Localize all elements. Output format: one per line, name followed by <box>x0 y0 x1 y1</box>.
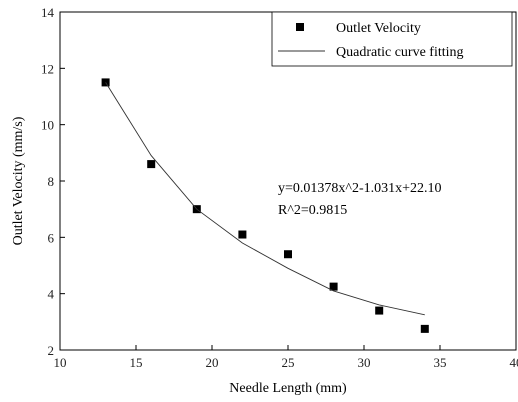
data-point <box>147 160 156 169</box>
y-tick-label: 4 <box>48 287 55 302</box>
legend-box <box>271 11 513 67</box>
annotation: y=0.01378x^2-1.031x+22.10 <box>278 181 442 196</box>
y-tick-label: 12 <box>41 61 54 76</box>
x-tick-label: 20 <box>206 355 219 370</box>
y-tick-label: 2 <box>48 343 55 358</box>
x-tick-label: 25 <box>282 355 295 370</box>
x-tick-label: 35 <box>434 355 447 370</box>
x-tick-label: 30 <box>358 355 371 370</box>
legend-label: Quadratic curve fitting <box>336 45 464 60</box>
legend-label: Outlet Velocity <box>336 21 421 36</box>
legend-marker <box>296 23 304 31</box>
x-tick-label: 15 <box>130 355 143 370</box>
y-tick-label: 6 <box>48 230 55 245</box>
x-axis-label: Needle Length (mm) <box>229 381 347 396</box>
annotation: R^2=0.9815 <box>278 203 347 218</box>
y-tick-label: 8 <box>48 174 55 189</box>
y-tick-label: 14 <box>41 5 55 20</box>
y-axis-label: Outlet Velocity (mm/s) <box>11 116 26 245</box>
x-tick-label: 10 <box>54 355 67 370</box>
data-point <box>420 324 429 333</box>
data-point <box>284 250 292 259</box>
fit-curve <box>105 82 425 316</box>
data-point <box>238 230 247 239</box>
y-tick-label: 10 <box>41 118 54 133</box>
x-tick-label: 40 <box>510 355 518 370</box>
data-point <box>329 282 338 291</box>
data-point <box>375 306 384 315</box>
